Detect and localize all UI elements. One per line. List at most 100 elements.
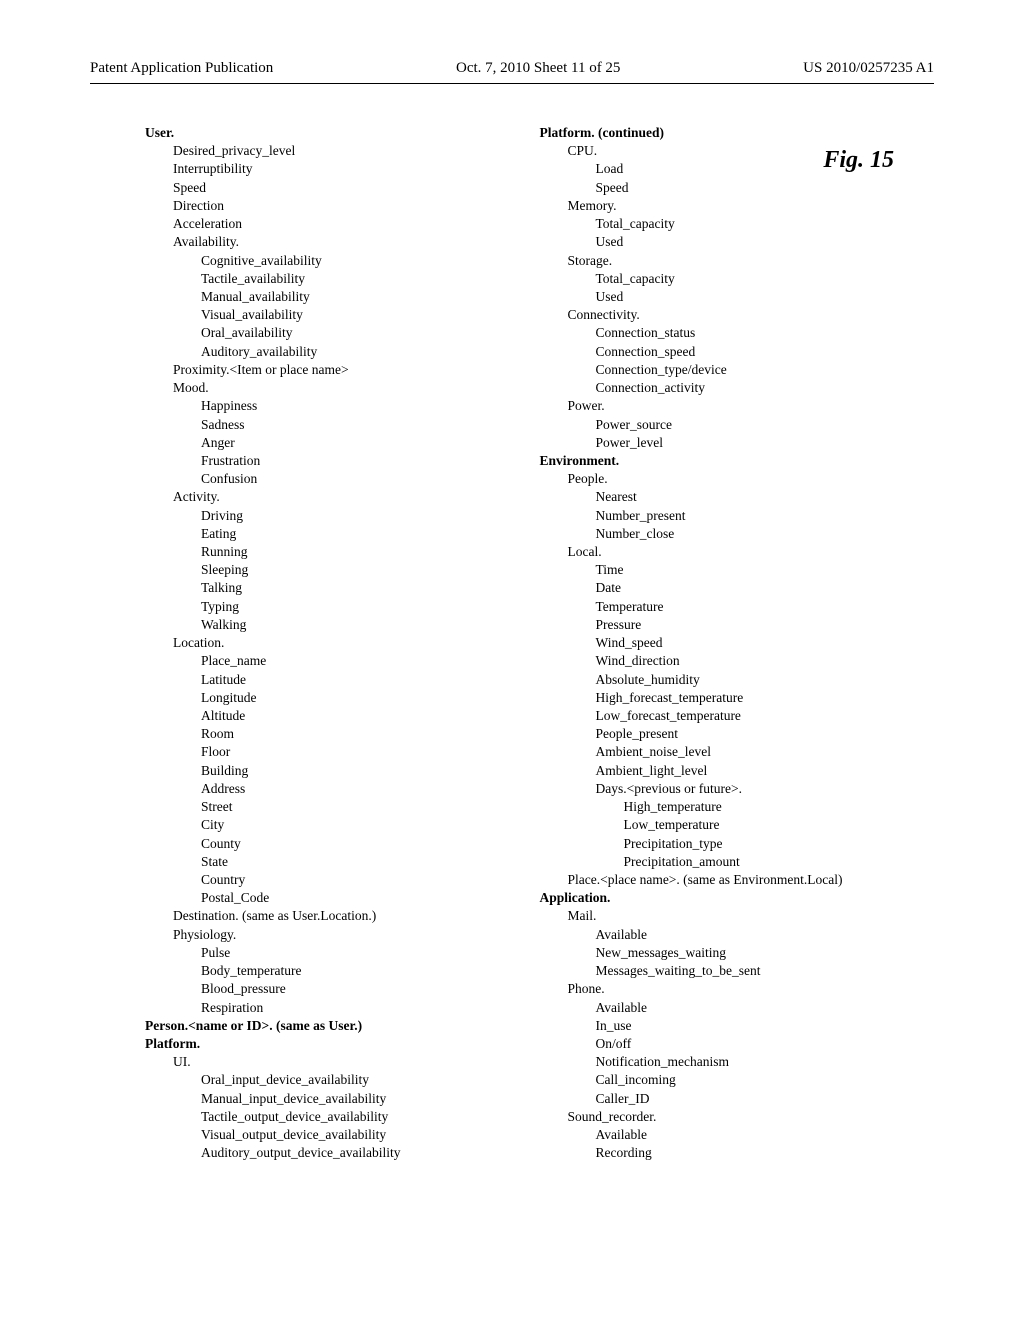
left_col-entry: Talking — [201, 579, 540, 597]
left_col-entry: Country — [201, 871, 540, 889]
right_col-entry: Ambient_noise_level — [596, 743, 935, 761]
right_col-entry: Temperature — [596, 598, 935, 616]
left_col-entry: Mood. — [173, 379, 540, 397]
right_col-entry: Connection_speed — [596, 343, 935, 361]
left_col-entry: Person.<name or ID>. (same as User.) — [145, 1017, 540, 1035]
right_col-entry: Platform. (continued) — [540, 124, 935, 142]
right_col-entry: Available — [596, 926, 935, 944]
right_col-entry: Local. — [568, 543, 935, 561]
right_col-entry: Connection_activity — [596, 379, 935, 397]
left_col-entry: Oral_input_device_availability — [201, 1071, 540, 1089]
left_col-entry: Longitude — [201, 689, 540, 707]
left_col-entry: Room — [201, 725, 540, 743]
left_col-entry: Confusion — [201, 470, 540, 488]
header-left: Patent Application Publication — [90, 60, 273, 77]
right_col-entry: Wind_speed — [596, 634, 935, 652]
right_col-entry: Power_source — [596, 416, 935, 434]
left_col-entry: UI. — [173, 1053, 540, 1071]
right_col-entry: People_present — [596, 725, 935, 743]
left_col-entry: Tactile_output_device_availability — [201, 1108, 540, 1126]
left_col-entry: City — [201, 816, 540, 834]
left_col-entry: Desired_privacy_level — [173, 142, 540, 160]
left_col-entry: Acceleration — [173, 215, 540, 233]
right_col-entry: Total_capacity — [596, 270, 935, 288]
left_col-entry: Altitude — [201, 707, 540, 725]
left_col-entry: Speed — [173, 179, 540, 197]
left_col-entry: Latitude — [201, 671, 540, 689]
right_col-entry: Days.<previous or future>. — [596, 780, 935, 798]
left_col-entry: Address — [201, 780, 540, 798]
left_col-entry: Auditory_output_device_availability — [201, 1144, 540, 1162]
right_col-entry: Connection_type/device — [596, 361, 935, 379]
right_col-entry: Recording — [596, 1144, 935, 1162]
left_col-entry: Building — [201, 762, 540, 780]
left_col-entry: Tactile_availability — [201, 270, 540, 288]
left_col-entry: County — [201, 835, 540, 853]
right_col-entry: Ambient_light_level — [596, 762, 935, 780]
left_col-entry: Pulse — [201, 944, 540, 962]
right-column: Fig. 15 Platform. (continued)CPU.LoadSpe… — [540, 124, 935, 1162]
right_col-entry: People. — [568, 470, 935, 488]
left_col-entry: Interruptibility — [173, 160, 540, 178]
right_col-entry: Connection_status — [596, 324, 935, 342]
left-column: User.Desired_privacy_levelInterruptibili… — [90, 124, 540, 1162]
left_col-entry: Typing — [201, 598, 540, 616]
header-right: US 2010/0257235 A1 — [803, 60, 934, 77]
left_col-entry: Activity. — [173, 488, 540, 506]
right_col-entry: High_temperature — [624, 798, 935, 816]
left_col-entry: Sadness — [201, 416, 540, 434]
right_col-entry: Time — [596, 561, 935, 579]
left_col-entry: Respiration — [201, 999, 540, 1017]
left_col-entry: Location. — [173, 634, 540, 652]
right_col-entry: Pressure — [596, 616, 935, 634]
right_col-entry: Connectivity. — [568, 306, 935, 324]
right_col-entry: Caller_ID — [596, 1090, 935, 1108]
header-center: Oct. 7, 2010 Sheet 11 of 25 — [456, 60, 620, 77]
right_col-entry: Sound_recorder. — [568, 1108, 935, 1126]
right_col-entry: Memory. — [568, 197, 935, 215]
right_col-entry: High_forecast_temperature — [596, 689, 935, 707]
right_col-entry: Number_close — [596, 525, 935, 543]
right_col-entry: Environment. — [540, 452, 935, 470]
page-header: Patent Application Publication Oct. 7, 2… — [90, 60, 934, 84]
right_col-entry: Date — [596, 579, 935, 597]
left_col-entry: Destination. (same as User.Location.) — [173, 907, 540, 925]
right_col-entry: Total_capacity — [596, 215, 935, 233]
right_col-entry: Notification_mechanism — [596, 1053, 935, 1071]
right_col-entry: Application. — [540, 889, 935, 907]
left_col-entry: Eating — [201, 525, 540, 543]
left_col-entry: Postal_Code — [201, 889, 540, 907]
content-area: User.Desired_privacy_levelInterruptibili… — [90, 124, 934, 1162]
left_col-entry: Visual_output_device_availability — [201, 1126, 540, 1144]
right_col-entry: Precipitation_type — [624, 835, 935, 853]
left_col-entry: User. — [145, 124, 540, 142]
left_col-entry: Proximity.<Item or place name> — [173, 361, 540, 379]
left_col-entry: Physiology. — [173, 926, 540, 944]
left_col-entry: Auditory_availability — [201, 343, 540, 361]
right_col-entry: Power_level — [596, 434, 935, 452]
right_col-entry: Available — [596, 1126, 935, 1144]
left_col-entry: Running — [201, 543, 540, 561]
left_col-entry: Driving — [201, 507, 540, 525]
right_col-entry: Storage. — [568, 252, 935, 270]
right_col-entry: Used — [596, 288, 935, 306]
right_col-entry: Call_incoming — [596, 1071, 935, 1089]
right_col-entry: Wind_direction — [596, 652, 935, 670]
figure-label: Fig. 15 — [823, 144, 894, 176]
left_col-entry: Cognitive_availability — [201, 252, 540, 270]
right_col-entry: In_use — [596, 1017, 935, 1035]
right_col-entry: Precipitation_amount — [624, 853, 935, 871]
left_col-entry: Manual_input_device_availability — [201, 1090, 540, 1108]
left_col-entry: Manual_availability — [201, 288, 540, 306]
page: Patent Application Publication Oct. 7, 2… — [0, 0, 1024, 1320]
left_col-entry: Blood_pressure — [201, 980, 540, 998]
right_col-entry: Speed — [596, 179, 935, 197]
right_col-entry: Used — [596, 233, 935, 251]
right_col-entry: Phone. — [568, 980, 935, 998]
left_col-entry: Oral_availability — [201, 324, 540, 342]
left_col-entry: Availability. — [173, 233, 540, 251]
right_col-entry: Available — [596, 999, 935, 1017]
left_col-entry: Platform. — [145, 1035, 540, 1053]
left_col-entry: Direction — [173, 197, 540, 215]
right_col-entry: Messages_waiting_to_be_sent — [596, 962, 935, 980]
